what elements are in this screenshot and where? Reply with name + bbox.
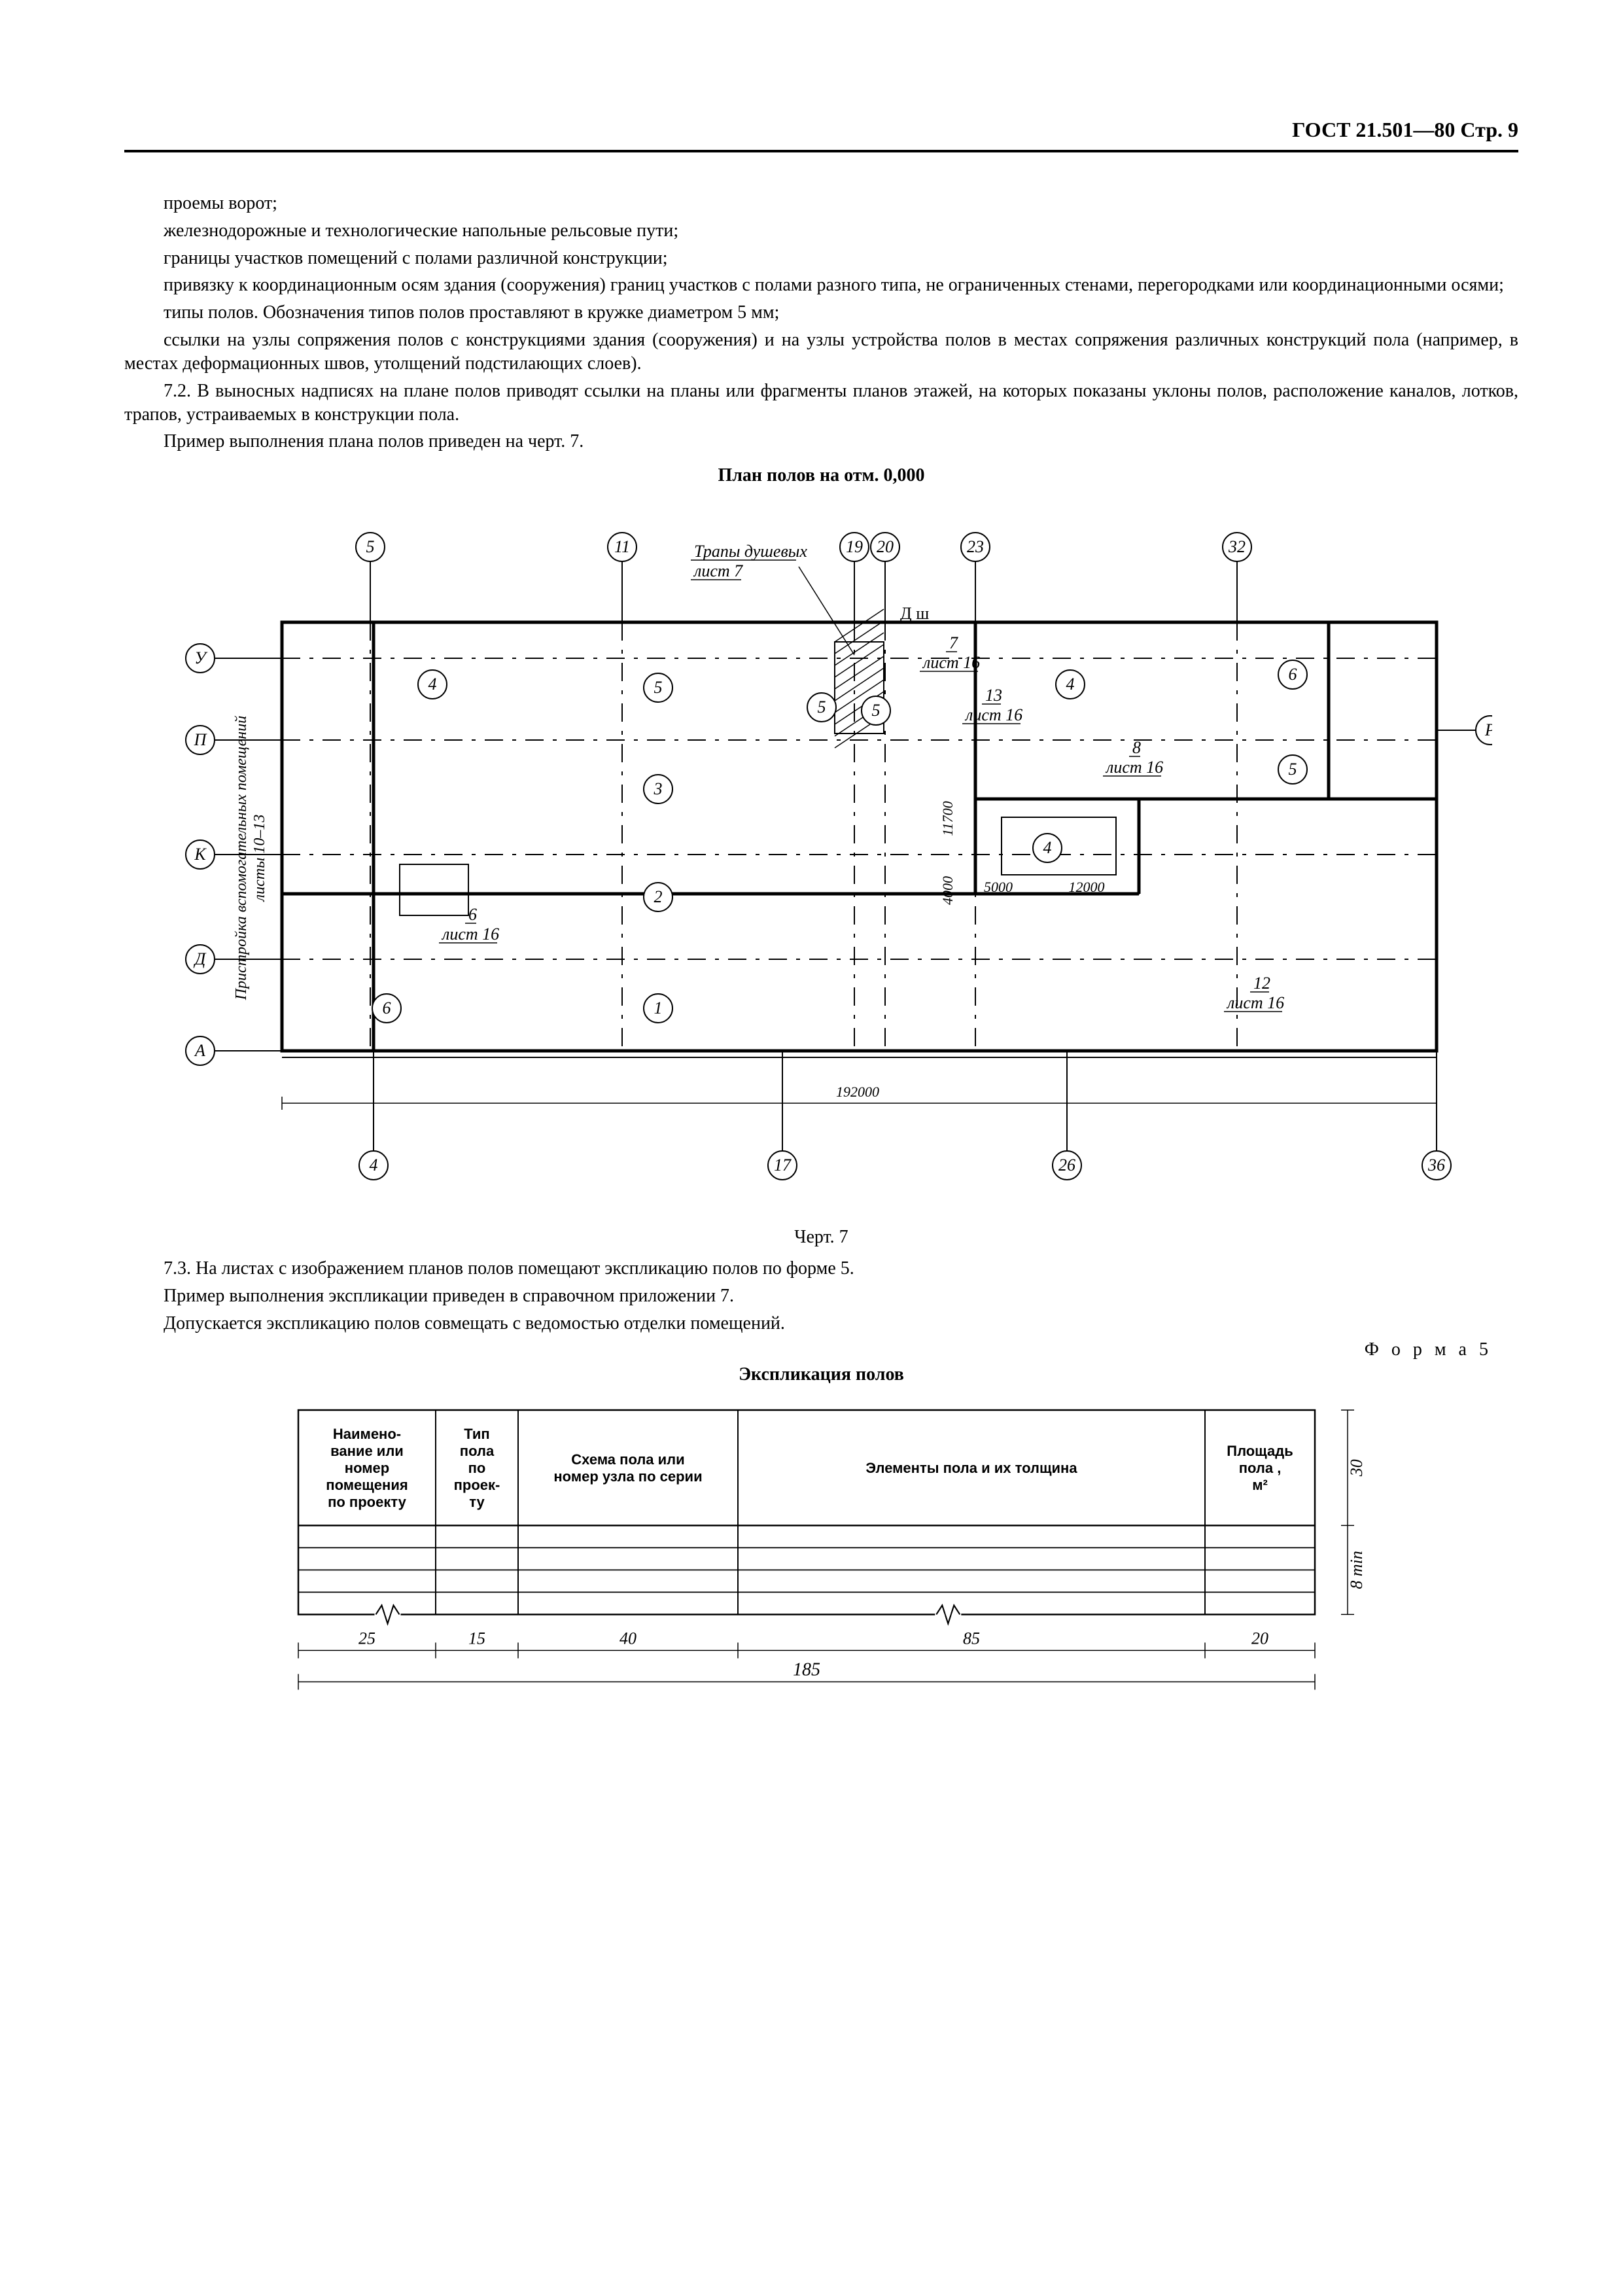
svg-text:26: 26 xyxy=(1058,1156,1075,1174)
svg-text:Площадь: Площадь xyxy=(1227,1443,1293,1459)
para-7: 7.2. В выносных надписях на плане полов … xyxy=(124,380,1518,427)
svg-text:11: 11 xyxy=(614,537,629,556)
svg-text:по: по xyxy=(468,1460,485,1476)
svg-text:185: 185 xyxy=(793,1659,820,1680)
para-2: железнодорожные и технологические наполь… xyxy=(124,219,1518,243)
svg-text:19: 19 xyxy=(846,537,863,556)
svg-text:23: 23 xyxy=(967,537,984,556)
svg-text:номер: номер xyxy=(344,1460,389,1476)
svg-text:лист 16: лист 16 xyxy=(922,653,980,672)
svg-text:лист 16: лист 16 xyxy=(441,925,499,944)
svg-text:Наимено-: Наимено- xyxy=(332,1426,400,1442)
para-6: ссылки на узлы сопряжения полов с констр… xyxy=(124,328,1518,376)
svg-text:2: 2 xyxy=(654,887,662,906)
svg-text:помещения: помещения xyxy=(326,1477,408,1493)
svg-text:лист 16: лист 16 xyxy=(964,705,1022,724)
para-3: границы участков помещений с полами разл… xyxy=(124,247,1518,270)
svg-text:12000: 12000 xyxy=(1068,879,1104,895)
svg-text:м²: м² xyxy=(1252,1477,1268,1493)
svg-text:13: 13 xyxy=(985,686,1002,705)
floor-plan-diagram: 511192023324172636УПКДАР455546534261Трап… xyxy=(124,491,1518,1224)
svg-text:17: 17 xyxy=(774,1156,792,1174)
svg-text:12: 12 xyxy=(1253,974,1270,993)
svg-text:5: 5 xyxy=(654,678,662,697)
svg-text:15: 15 xyxy=(468,1629,485,1648)
header-text: ГОСТ 21.501—80 Стр. 9 xyxy=(1292,118,1518,141)
svg-text:пола ,: пола , xyxy=(1238,1460,1281,1476)
svg-text:лист 7: лист 7 xyxy=(693,561,743,580)
svg-text:П: П xyxy=(193,730,207,749)
svg-text:номер узла по серии: номер узла по серии xyxy=(553,1468,702,1485)
table-title: Экспликация полов xyxy=(124,1364,1518,1385)
svg-text:4: 4 xyxy=(1043,838,1051,857)
svg-text:лист 16: лист 16 xyxy=(1105,758,1163,777)
svg-text:5000: 5000 xyxy=(984,879,1013,895)
svg-text:36: 36 xyxy=(1427,1156,1445,1174)
body-text: проемы ворот; железнодорожные и технолог… xyxy=(124,192,1518,453)
svg-text:6: 6 xyxy=(382,998,391,1017)
svg-text:192000: 192000 xyxy=(836,1084,879,1100)
svg-text:Тип: Тип xyxy=(464,1426,489,1442)
svg-text:5: 5 xyxy=(1288,760,1297,779)
svg-text:3: 3 xyxy=(653,779,662,798)
para-1: проемы ворот; xyxy=(124,192,1518,215)
form-label: Ф о р м а 5 xyxy=(124,1339,1492,1360)
svg-text:по проекту: по проекту xyxy=(328,1494,407,1510)
svg-text:32: 32 xyxy=(1228,537,1246,556)
svg-text:Д ш: Д ш xyxy=(900,604,929,623)
svg-text:Д: Д xyxy=(192,949,206,968)
svg-text:Элементы пола и их толщина: Элементы пола и их толщина xyxy=(865,1460,1077,1476)
svg-text:вание или: вание или xyxy=(330,1443,404,1459)
para-8: Пример выполнения плана полов приведен н… xyxy=(124,430,1518,453)
figure-caption: Черт. 7 xyxy=(124,1227,1518,1248)
svg-text:25: 25 xyxy=(358,1629,375,1648)
svg-text:20: 20 xyxy=(1251,1629,1268,1648)
svg-text:лист 16: лист 16 xyxy=(1226,993,1284,1012)
svg-text:7: 7 xyxy=(949,633,958,652)
svg-text:85: 85 xyxy=(963,1629,980,1648)
page-header: ГОСТ 21.501—80 Стр. 9 xyxy=(124,118,1518,152)
svg-text:Р: Р xyxy=(1484,720,1492,739)
svg-text:Трапы душевых: Трапы душевых xyxy=(694,542,807,561)
svg-text:Схема пола или: Схема пола или xyxy=(571,1451,684,1468)
svg-text:Пристройка вспомогательных пом: Пристройка вспомогательных помещений xyxy=(233,716,250,1000)
para-5: типы полов. Обозначения типов полов прос… xyxy=(124,301,1518,325)
svg-text:4: 4 xyxy=(1066,675,1074,694)
para-9: 7.3. На листах с изображением планов пол… xyxy=(124,1257,1518,1280)
svg-text:8: 8 xyxy=(1132,738,1141,757)
para-11: Допускается экспликацию полов совмещать … xyxy=(124,1312,1518,1335)
svg-text:5: 5 xyxy=(871,701,880,720)
svg-text:проек-: проек- xyxy=(453,1477,500,1493)
svg-text:20: 20 xyxy=(877,537,894,556)
svg-text:4: 4 xyxy=(428,675,436,694)
para-10: Пример выполнения экспликации приведен в… xyxy=(124,1284,1518,1308)
explication-table: Наимено-вание илиномерпомещенияпо проект… xyxy=(124,1390,1518,1757)
body-text-2: 7.3. На листах с изображением планов пол… xyxy=(124,1257,1518,1335)
plan-title: План полов на отм. 0,000 xyxy=(124,465,1518,486)
svg-text:5: 5 xyxy=(366,537,374,556)
svg-text:пола: пола xyxy=(459,1443,494,1459)
svg-text:1: 1 xyxy=(654,998,662,1017)
para-4: привязку к координационным осям здания (… xyxy=(124,274,1518,297)
svg-text:4000: 4000 xyxy=(939,876,956,905)
svg-text:6: 6 xyxy=(1288,665,1297,684)
svg-text:40: 40 xyxy=(620,1629,637,1648)
svg-text:8 min: 8 min xyxy=(1347,1551,1366,1589)
svg-text:6: 6 xyxy=(468,905,477,924)
svg-text:листы 10–13: листы 10–13 xyxy=(251,815,268,903)
svg-text:5: 5 xyxy=(817,698,826,716)
svg-text:ту: ту xyxy=(469,1494,485,1510)
svg-text:К: К xyxy=(194,845,207,864)
svg-text:30: 30 xyxy=(1347,1459,1366,1477)
svg-text:11700: 11700 xyxy=(939,802,956,836)
svg-text:А: А xyxy=(194,1041,205,1060)
svg-text:4: 4 xyxy=(369,1156,377,1174)
